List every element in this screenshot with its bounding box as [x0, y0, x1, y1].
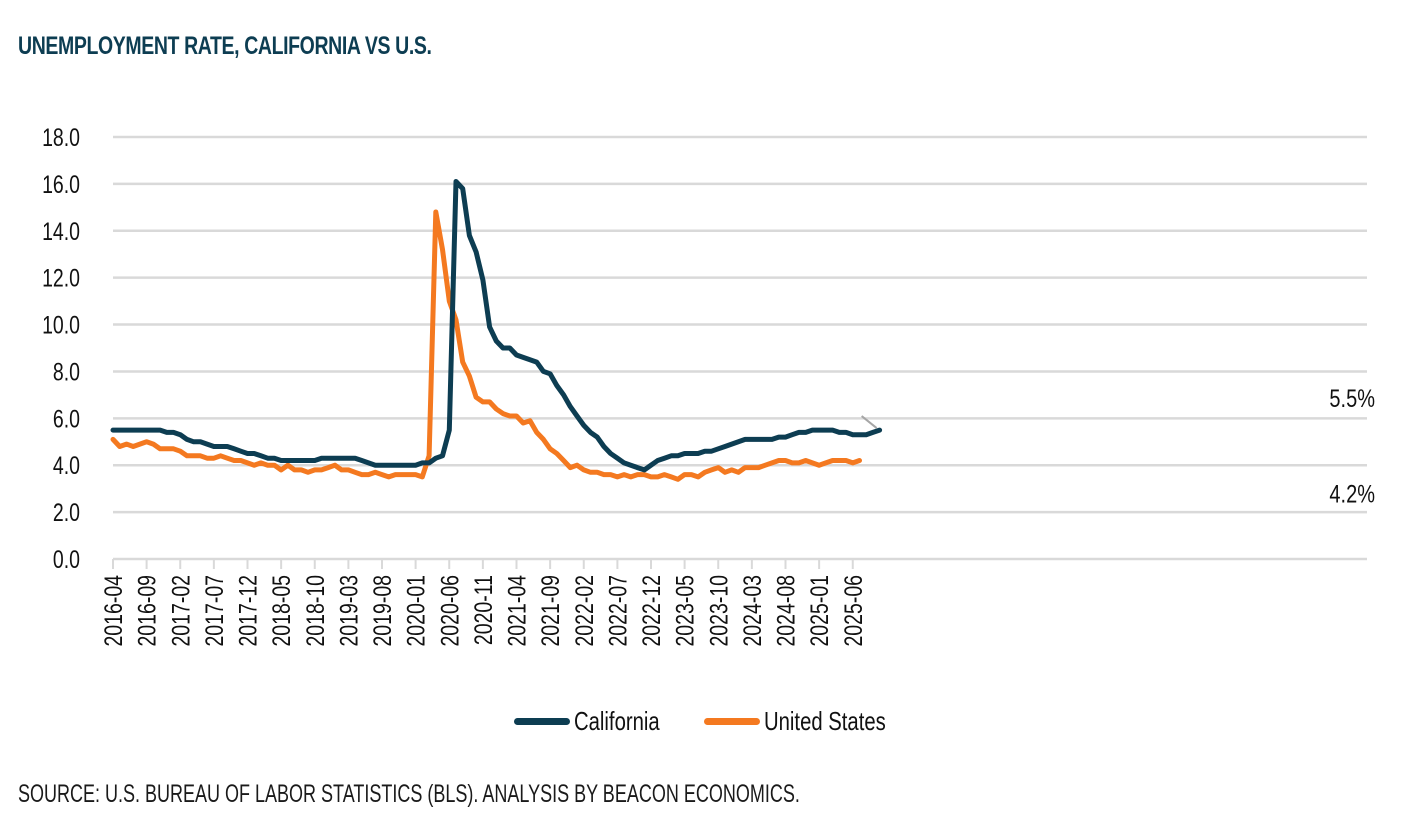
x-tick-label: 2021-04	[503, 575, 531, 647]
x-tick-label: 2019-03	[335, 575, 363, 647]
y-tick-label: 8.0	[53, 358, 80, 386]
x-tick-label: 2018-05	[268, 575, 296, 647]
source-note: SOURCE: U.S. BUREAU OF LABOR STATISTICS …	[18, 780, 800, 808]
legend: California United States	[514, 706, 920, 737]
series-line-california	[110, 179, 883, 473]
x-tick-label: 2022-12	[638, 575, 666, 647]
x-tick-label: 2017-12	[234, 575, 262, 647]
x-tick-label: 2016-09	[133, 575, 161, 647]
y-tick-label: 16.0	[42, 171, 80, 199]
x-tick-label: 2020-01	[402, 575, 430, 647]
x-tick-label: 2022-07	[604, 575, 632, 647]
x-tick-label: 2021-09	[537, 575, 565, 647]
legend-item-california[interactable]: California	[514, 706, 684, 737]
legend-label-california: California	[574, 706, 660, 736]
x-tick-label: 2020-06	[436, 575, 464, 647]
x-tick-label: 2017-07	[201, 575, 229, 647]
y-tick-label: 0.0	[53, 546, 80, 574]
x-tick-label: 2020-11	[470, 575, 498, 645]
annotations: 5.5% 4.2%	[861, 385, 1375, 508]
legend-label-united-states: United States	[763, 706, 886, 736]
x-tick-label: 2016-04	[100, 575, 128, 647]
x-tick-label: 2017-02	[167, 575, 195, 647]
x-tick-label: 2019-08	[369, 575, 397, 647]
series-line-united-states	[110, 209, 862, 482]
x-tick-label: 2024-08	[772, 575, 800, 647]
y-axis: 0.0 2.0 4.0 6.0 8.0 10.0 12.0 14.0 16.0 18.0	[42, 124, 80, 574]
x-tick-label: 2018-10	[301, 575, 329, 647]
annotation-california: 5.5%	[1329, 385, 1375, 413]
x-axis: 2016-04 2016-09 2017-02 2017-07 2017-12 2018-…	[100, 557, 1367, 647]
y-tick-label: 14.0	[42, 217, 80, 245]
y-tick-label: 4.0	[53, 452, 80, 480]
x-tick-label: 2023-05	[671, 575, 699, 647]
x-tick-label: 2023-10	[705, 575, 733, 647]
gridlines	[113, 135, 1367, 514]
legend-item-united-states[interactable]: United States	[703, 706, 920, 737]
y-tick-label: 18.0	[42, 124, 80, 152]
y-tick-label: 6.0	[53, 405, 80, 433]
annotation-united-states: 4.2%	[1329, 480, 1375, 508]
chart-title: UNEMPLOYMENT RATE, CALIFORNIA VS U.S.	[18, 32, 432, 60]
series-lines	[110, 179, 883, 482]
legend-swatch-united-states	[703, 718, 760, 725]
x-tick-label: 2024-03	[739, 575, 767, 647]
x-tick-label: 2022-02	[570, 575, 598, 647]
legend-swatch-california	[514, 718, 570, 725]
y-tick-label: 2.0	[53, 499, 80, 527]
x-tick-label: 2025-06	[839, 575, 867, 647]
y-tick-label: 12.0	[42, 264, 80, 292]
annotation-leader-line	[861, 415, 878, 429]
y-tick-label: 10.0	[42, 311, 80, 339]
x-tick-label: 2025-01	[806, 575, 834, 647]
